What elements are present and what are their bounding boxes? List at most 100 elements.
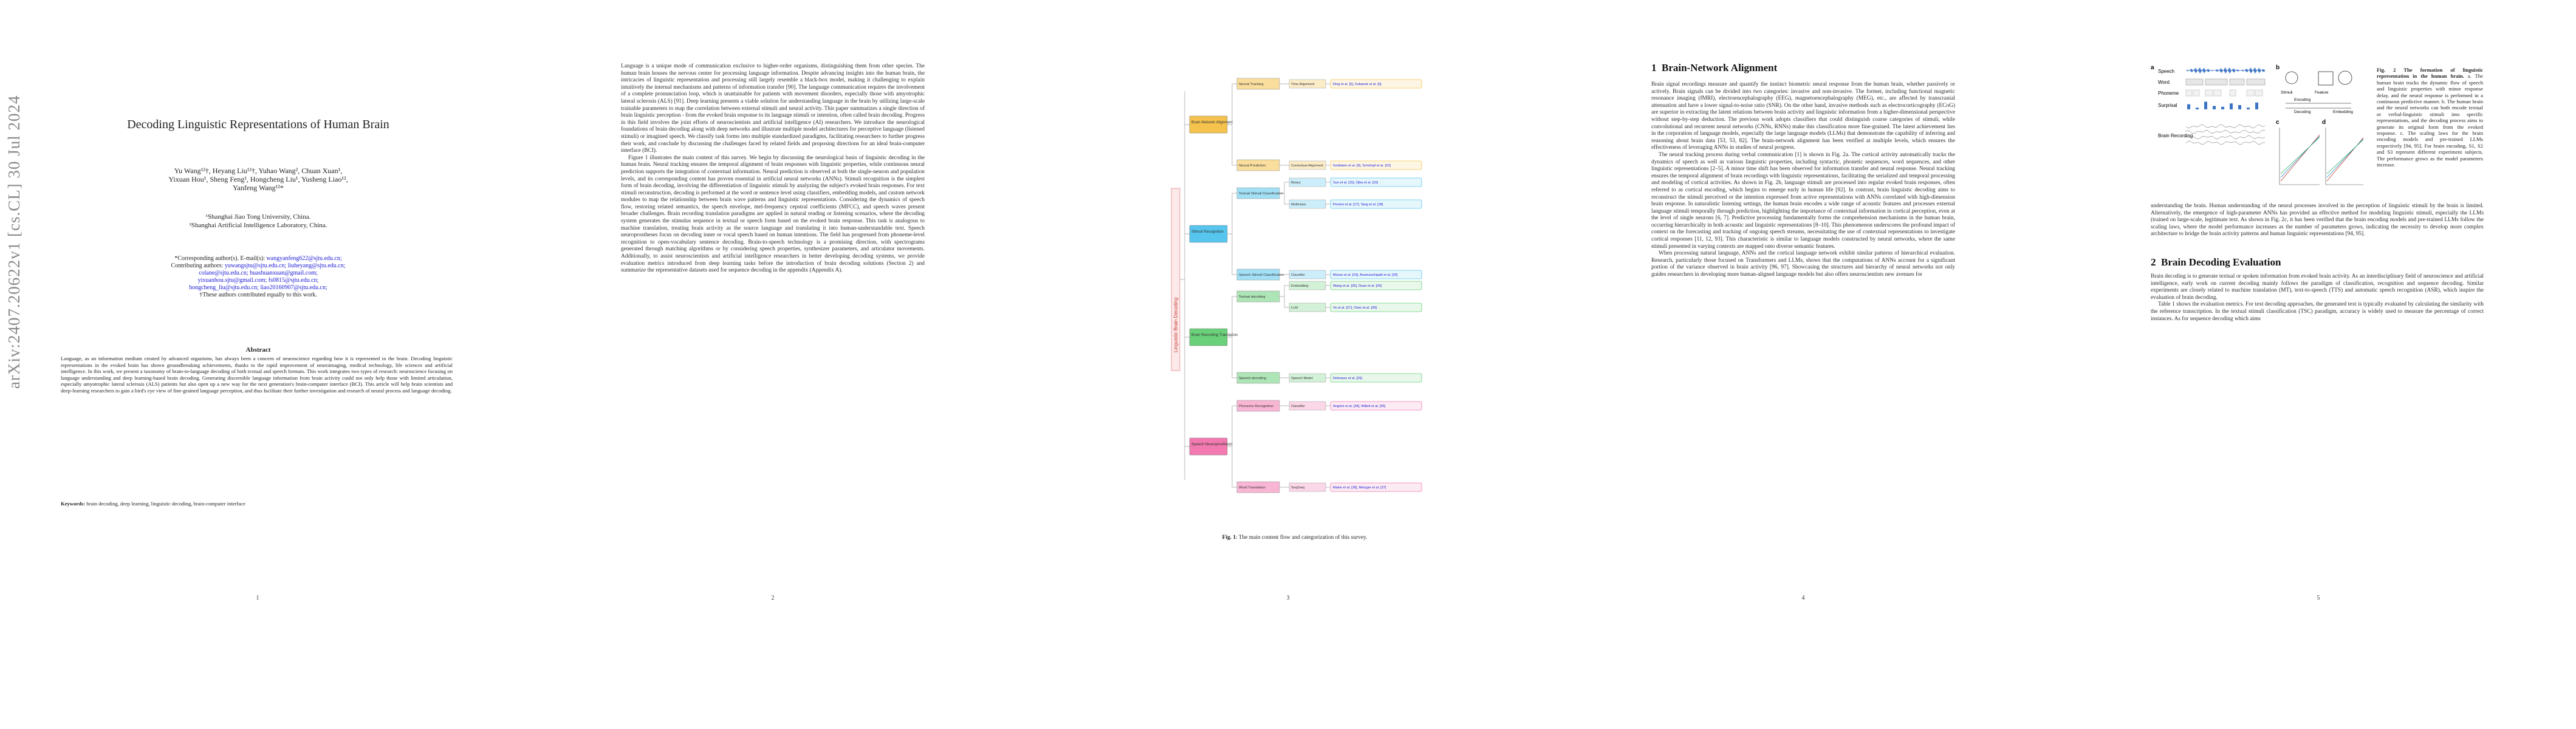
group-label: Stimuli Recognition: [1191, 230, 1224, 234]
page-4: 1 Brain-Network Alignment Brain signal r…: [1546, 0, 2061, 729]
email-link[interactable]: yixuanhou.sjtu@gmail.com; fs0815@sjtu.ed…: [197, 277, 319, 284]
figure-2: a Speech Word Phoneme Surprisal Brain Re…: [2151, 64, 2363, 185]
scaling-plot-brain: [2279, 128, 2320, 185]
sub-label: Binary: [1291, 181, 1301, 185]
reference-text: Pereira et al. [17], Tang et al. [18]: [1333, 203, 1383, 207]
keywords: Keywords: brain decoding, deep learning,…: [61, 501, 453, 507]
reference-box: [1330, 79, 1422, 89]
reference-text: Angrick et al. [34], Willett et al. [35]: [1333, 405, 1386, 408]
page-number: 4: [1801, 595, 1805, 601]
row-label-surprisal: Surprisal: [2158, 103, 2177, 108]
scaling-line: [2280, 137, 2320, 174]
surprisal-bar: [2213, 106, 2216, 109]
reference-text: Defossez et al. [29]: [1333, 377, 1362, 380]
paragraph: Brain decoding is to generate textual or…: [2151, 273, 2484, 301]
waveform-path: [2186, 67, 2266, 74]
sub-label: Time Alignment: [1291, 83, 1315, 86]
embedding-label: Embedding: [2333, 110, 2353, 114]
scaling-plot-llm: [2325, 128, 2363, 185]
email-link[interactable]: wangyanfeng622@sjtu.edu.cn;: [266, 255, 342, 262]
section-heading: 2 Brain Decoding Evaluation: [2151, 256, 2281, 269]
stimuli-label: Stimuli: [2281, 91, 2293, 95]
authors-line: Yanfeng Wang¹²*: [233, 183, 284, 192]
surprisal-bar: [2204, 101, 2207, 109]
scaling-line: [2280, 134, 2320, 182]
reference-text: Wang et al. [25], Duan et al. [26]: [1333, 284, 1382, 288]
paragraph: Figure 1 illustrates the main content of…: [621, 154, 925, 274]
brain-recording-traces: [2185, 124, 2266, 145]
sub-label: Speech Model: [1291, 377, 1313, 380]
group-label: Brain Recording Translation: [1191, 333, 1238, 337]
group-node: [1189, 225, 1228, 243]
reference-box: [1330, 401, 1422, 411]
affiliation: ²Shanghai Artificial Intelligence Labora…: [189, 222, 327, 229]
row-label-brain-recording: Brain Recording: [2158, 133, 2193, 139]
reference-text: Moses et al. [19], Anumanchipalli et al.…: [1333, 273, 1398, 277]
sub-label: Seq2seq: [1291, 486, 1304, 490]
body-text: understanding the brain. Human understan…: [2151, 203, 2484, 238]
caption-title: The formation of linguistic representati…: [2377, 67, 2483, 80]
contact-info: *Corresponding author(s). E-mail(s): wan…: [91, 255, 425, 299]
section-heading: 1 Brain-Network Alignment: [1651, 62, 1777, 74]
phoneme-boxes: [2185, 89, 2263, 97]
reference-text: Goldstein et al. [9], Schrimpf et al. [1…: [1333, 164, 1391, 168]
paragraph: The neural tracking process during verba…: [1651, 151, 1955, 250]
reference-box: [1330, 177, 1422, 187]
group-node: [1189, 328, 1228, 346]
scaling-line: [2326, 139, 2363, 174]
caption-text: a. The human brain tracks the dynamic fl…: [2377, 73, 2483, 168]
contrib-prefix: Contributing authors:: [171, 262, 225, 269]
corresponding-author: *Corresponding author(s). E-mail(s): wan…: [91, 255, 425, 262]
caption-label: Fig. 2: [2377, 67, 2396, 73]
scaling-line: [2326, 138, 2363, 178]
group-label: Speech Neuroprosthesis: [1191, 442, 1233, 447]
reference-box: [1330, 303, 1422, 312]
keywords-label: Keywords:: [61, 501, 86, 507]
row-label-phoneme: Phoneme: [2158, 91, 2179, 96]
sub-label: Classifier: [1291, 405, 1305, 408]
sub-label: Embedding: [1291, 284, 1308, 288]
taxonomy-figure: Linguistic Brain Decoding Brain-Network A…: [1171, 78, 1422, 493]
brain-trace: [2185, 140, 2266, 145]
brain-trace: [2185, 129, 2266, 134]
figure-1-caption: Fig. 1: The main content flow and catego…: [1161, 535, 1428, 542]
section-title: Brain-Network Alignment: [1662, 62, 1778, 74]
figure-2-caption: Fig. 2 The formation of linguistic repre…: [2377, 67, 2483, 168]
email-link[interactable]: colane@sjtu.edu.cn; huashuanxuan@gmail.c…: [199, 270, 318, 276]
reference-box: [1330, 160, 1422, 170]
surprisal-bar: [2238, 105, 2241, 109]
row-label-word: Word: [2158, 80, 2170, 85]
surprisal-bar: [2187, 104, 2190, 109]
reference-box: [1330, 373, 1422, 383]
keywords-text: brain decoding, deep learning, linguisti…: [85, 501, 245, 507]
email-link[interactable]: hongcheng_liu@sjtu.edu.cn; liao20160907@…: [189, 284, 327, 291]
panel-label-a: a: [2151, 64, 2154, 71]
brain-icon: [2338, 70, 2352, 85]
body-text: Brain decoding is to generate textual or…: [2151, 273, 2484, 323]
item-label: Textual decoding: [1239, 295, 1266, 299]
paper-title: Decoding Linguistic Representations of H…: [127, 118, 389, 131]
body-text: Language is a unique mode of communicati…: [621, 63, 925, 275]
author-list: Yu Wang¹²†, Heyang Liu¹²†, Yuhao Wang², …: [91, 166, 425, 192]
item-label: Textual Stimuli Classification: [1239, 192, 1283, 196]
panel-label-b: b: [2276, 64, 2280, 71]
reference-box: [1330, 270, 1422, 279]
email-link[interactable]: yuwangsjtu@sjtu.edu.cn; liuheyang@sjtu.e…: [224, 262, 346, 269]
affiliations: ¹Shanghai Jiao Tong University, China. ²…: [91, 213, 425, 230]
arxiv-identifier[interactable]: arXiv:2407.20622v1 [cs.CL] 30 Jul 2024: [5, 95, 23, 389]
abstract-text: Language, as an information medium creat…: [61, 355, 453, 394]
caption-text: : The main content flow and categorizati…: [1236, 535, 1368, 541]
group-label: Brain-Network Alignment: [1191, 120, 1233, 125]
page-5: a Speech Word Phoneme Surprisal Brain Re…: [2061, 0, 2576, 729]
item-label: Neural Prediction: [1239, 164, 1266, 168]
root-label: Linguistic Brain Decoding: [1173, 298, 1179, 352]
page-number: 2: [771, 595, 775, 601]
speech-waveform: [2186, 67, 2266, 74]
paragraph: When processing natural language, ANNs a…: [1651, 250, 1955, 278]
item-label: Speech Stimuli Classification: [1239, 273, 1284, 277]
brain-trace: [2185, 124, 2266, 128]
brain-trace: [2185, 135, 2266, 140]
paragraph: understanding the brain. Human understan…: [2151, 203, 2484, 238]
sub-label: Classifier: [1291, 273, 1305, 277]
scaling-line: [2326, 137, 2363, 182]
